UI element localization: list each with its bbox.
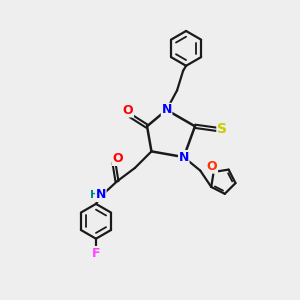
Text: N: N xyxy=(178,151,189,164)
Text: N: N xyxy=(161,103,172,116)
Text: N: N xyxy=(96,188,106,201)
Text: O: O xyxy=(207,160,218,173)
Text: H: H xyxy=(90,190,99,200)
Text: O: O xyxy=(123,104,134,117)
Text: O: O xyxy=(112,152,123,165)
Text: F: F xyxy=(92,247,100,260)
Text: S: S xyxy=(217,122,227,136)
